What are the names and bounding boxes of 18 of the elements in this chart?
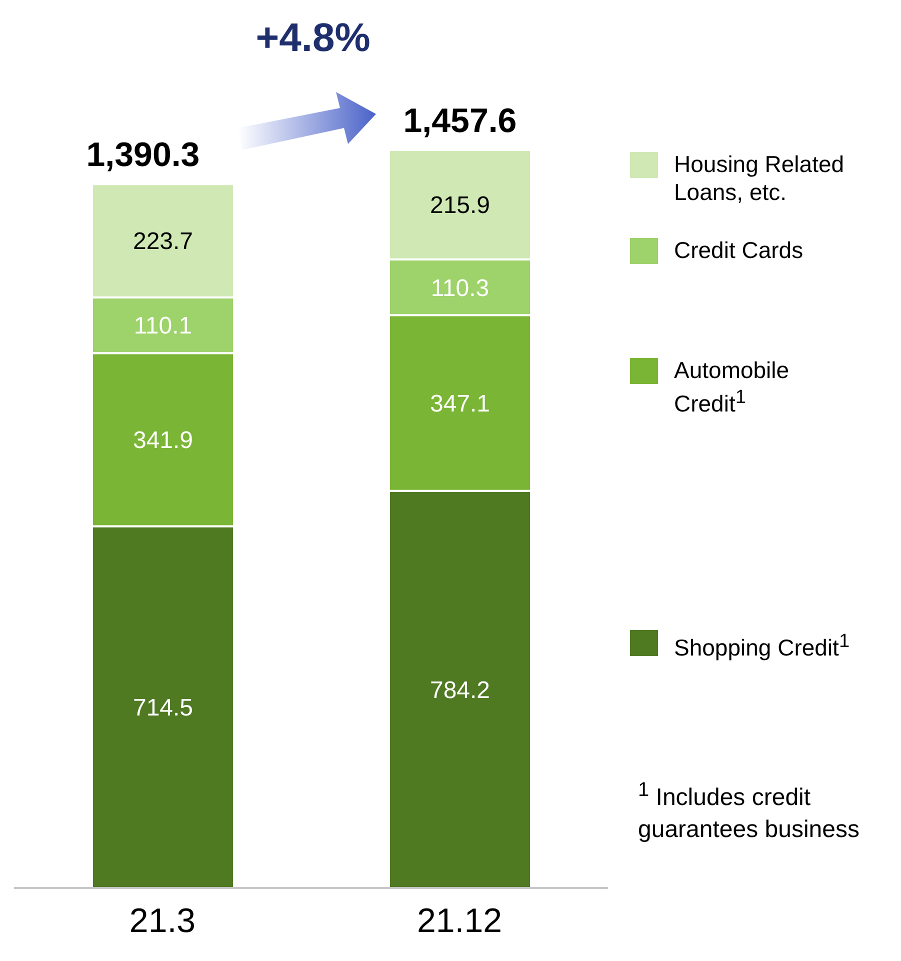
text: +4.8% bbox=[254, 16, 372, 61]
data-label: 223.7 bbox=[132, 228, 194, 256]
legend-label: Automobile Credit$^{1}$ bbox=[674, 356, 790, 418]
x-tick-label: 21.12 bbox=[416, 902, 502, 940]
legend-label: Credit Cards bbox=[674, 236, 804, 264]
data-label: 784.2 bbox=[430, 676, 490, 704]
data-label: 110.1 bbox=[134, 312, 192, 340]
text: $^{1}$ Includes credit guarantees business bbox=[638, 778, 860, 845]
data-label: 110.3 bbox=[430, 274, 490, 302]
legend-label: Shopping Credit$^{1}$ bbox=[674, 630, 851, 662]
data-label: 714.5 bbox=[132, 694, 194, 722]
total-label: 1,390.3 bbox=[86, 136, 200, 174]
legend-label: Housing Related Loans, etc. bbox=[674, 150, 846, 206]
data-label: 347.1 bbox=[430, 390, 490, 418]
data-label: 341.9 bbox=[132, 427, 194, 454]
total-label: 1,457.6 bbox=[403, 102, 517, 140]
data-label: 215.9 bbox=[430, 192, 490, 220]
x-tick-label: 21.3 bbox=[129, 902, 196, 940]
